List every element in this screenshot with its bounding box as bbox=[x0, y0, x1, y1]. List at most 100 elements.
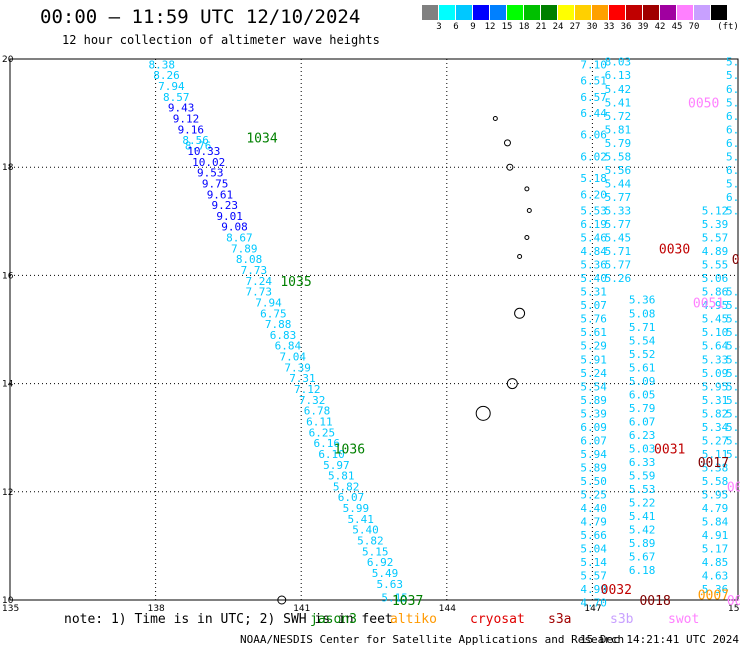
wave-height-label: 5.82 bbox=[357, 534, 384, 547]
wave-height-label: 5.49 bbox=[372, 567, 399, 580]
wave-height-label: 7.73 bbox=[241, 264, 268, 277]
wave-height-label: 5.95 bbox=[702, 380, 729, 393]
pass-time-label: 0017 bbox=[698, 456, 729, 471]
coastline-island bbox=[514, 307, 526, 319]
x-tick-label: 144 bbox=[439, 604, 456, 614]
wave-height-label: 7.04 bbox=[279, 351, 306, 364]
wave-height-label: 4.91 bbox=[702, 529, 729, 542]
wave-height-label: 8.56 bbox=[182, 134, 209, 147]
pass-time-label: 0052 bbox=[727, 480, 740, 495]
wave-height-label: 5.55 bbox=[726, 69, 740, 82]
wave-height-label: 5.82 bbox=[726, 434, 740, 447]
wave-height-label: 9.01 bbox=[216, 210, 243, 223]
wave-height-label: 5.40 bbox=[580, 272, 607, 285]
wave-height-label: 5.96 bbox=[726, 421, 740, 434]
legend-label: 12 bbox=[484, 22, 496, 32]
legend-label: 45 bbox=[671, 22, 683, 32]
wave-height-label: 5.36 bbox=[702, 583, 729, 596]
wave-height-label: 8.38 bbox=[148, 58, 175, 71]
wave-height-label: 6.13 bbox=[605, 69, 632, 82]
wave-height-label: 6.09 bbox=[726, 83, 740, 96]
wave-height-label: 4.89 bbox=[702, 245, 729, 258]
wave-height-label: 5.14 bbox=[580, 556, 607, 569]
y-tick-label: 14 bbox=[2, 380, 14, 390]
wave-height-label: 5.36 bbox=[629, 294, 656, 307]
wave-height-label: 5.18 bbox=[580, 172, 607, 185]
wave-height-label: 6.44 bbox=[580, 107, 607, 120]
wave-height-label: 5.76 bbox=[580, 313, 607, 326]
wave-height-label: 5.39 bbox=[580, 407, 607, 420]
pass-time-label: 0016 bbox=[732, 253, 740, 268]
wave-height-label: 5.94 bbox=[580, 448, 607, 461]
coastline-island bbox=[492, 116, 498, 122]
coastline-island bbox=[277, 595, 287, 605]
wave-height-label: 6.02 bbox=[580, 150, 607, 163]
wave-height-label: 5.57 bbox=[580, 570, 607, 583]
wave-height-label: 5.72 bbox=[605, 110, 632, 123]
wave-height-label: 7.32 bbox=[299, 394, 326, 407]
wave-height-label: 6.33 bbox=[629, 456, 656, 469]
legend-swatch bbox=[524, 5, 541, 20]
coastline-island bbox=[506, 163, 514, 171]
wave-height-label: 5.63 bbox=[377, 578, 404, 591]
wave-height-label: 5.42 bbox=[605, 83, 632, 96]
wave-height-label: 5.41 bbox=[605, 96, 632, 109]
legend-swatch bbox=[439, 5, 456, 20]
wave-height-label: 4.85 bbox=[702, 556, 729, 569]
wave-height-label: 5.04 bbox=[580, 543, 607, 556]
wave-height-label: 5.58 bbox=[605, 150, 632, 163]
wave-height-label: 9.16 bbox=[178, 123, 205, 136]
wave-height-label: 7.88 bbox=[265, 318, 292, 331]
wave-height-label: 7.89 bbox=[231, 242, 258, 255]
wave-height-label: 8.08 bbox=[236, 253, 263, 266]
wave-height-label: 5.55 bbox=[702, 259, 729, 272]
credit-line: NOAA/NESDIS Center for Satellite Applica… bbox=[240, 633, 625, 646]
wave-height-label: 8.67 bbox=[226, 232, 253, 245]
wave-height-label: 5.29 bbox=[580, 340, 607, 353]
wave-height-label: 5.27 bbox=[702, 434, 729, 447]
pass-time-label: 1036 bbox=[334, 443, 365, 458]
wave-height-label: 5.39 bbox=[702, 218, 729, 231]
wave-height-label: 5.77 bbox=[605, 218, 632, 231]
wave-height-label: 5.82 bbox=[333, 480, 360, 493]
wave-height-label: 6.25 bbox=[309, 426, 336, 439]
wave-height-label: 5.04 bbox=[726, 286, 740, 299]
wave-height-label: 7.31 bbox=[289, 372, 316, 385]
wave-height-label: 5.50 bbox=[580, 475, 607, 488]
legend-label: 15 bbox=[501, 22, 513, 32]
wave-height-label: 5.22 bbox=[629, 497, 656, 510]
wave-height-label: 6.18 bbox=[629, 564, 656, 577]
legend-swatch bbox=[626, 5, 643, 20]
wave-height-label: 6.57 bbox=[580, 91, 607, 104]
wave-height-label: 4.63 bbox=[702, 570, 729, 583]
y-tick-label: 12 bbox=[2, 488, 13, 498]
wave-height-label: 5.91 bbox=[580, 353, 607, 366]
wave-height-label: 8.76 bbox=[185, 140, 212, 153]
wave-height-label: 6.83 bbox=[270, 329, 297, 342]
legend-swatch bbox=[558, 5, 575, 20]
wave-height-label: 6.19 bbox=[580, 218, 607, 231]
coastline-island bbox=[503, 139, 511, 147]
wave-height-label: 4.70 bbox=[580, 597, 607, 610]
x-tick-label: 141 bbox=[293, 604, 310, 614]
wave-height-label: 5.31 bbox=[702, 394, 729, 407]
pass-time-label: 1037 bbox=[392, 594, 423, 609]
chart-title: 00:00 – 11:59 UTC 12/10/2024 bbox=[40, 6, 361, 28]
wave-height-label: 6.09 bbox=[580, 421, 607, 434]
legend-swatch bbox=[643, 5, 660, 20]
wave-height-label: 5.33 bbox=[605, 204, 632, 217]
wave-height-label: 5.61 bbox=[629, 361, 656, 374]
wave-height-label: 9.23 bbox=[212, 199, 239, 212]
pass-time-label: 0030 bbox=[659, 242, 690, 257]
wave-height-label: 6.23 bbox=[629, 429, 656, 442]
legend-label: 70 bbox=[688, 22, 700, 32]
wave-height-label: 5.44 bbox=[605, 177, 632, 190]
legend-label: 30 bbox=[586, 22, 598, 32]
wave-height-label: 6.04 bbox=[726, 110, 740, 123]
wave-height-label: 9.08 bbox=[221, 221, 248, 234]
legend-label: 39 bbox=[637, 22, 649, 32]
wave-height-label: 5.36 bbox=[580, 259, 607, 272]
wave-height-label: 5.11 bbox=[702, 448, 729, 461]
wave-height-label: 5.45 bbox=[702, 313, 729, 326]
wave-height-label: 5.41 bbox=[347, 513, 374, 526]
